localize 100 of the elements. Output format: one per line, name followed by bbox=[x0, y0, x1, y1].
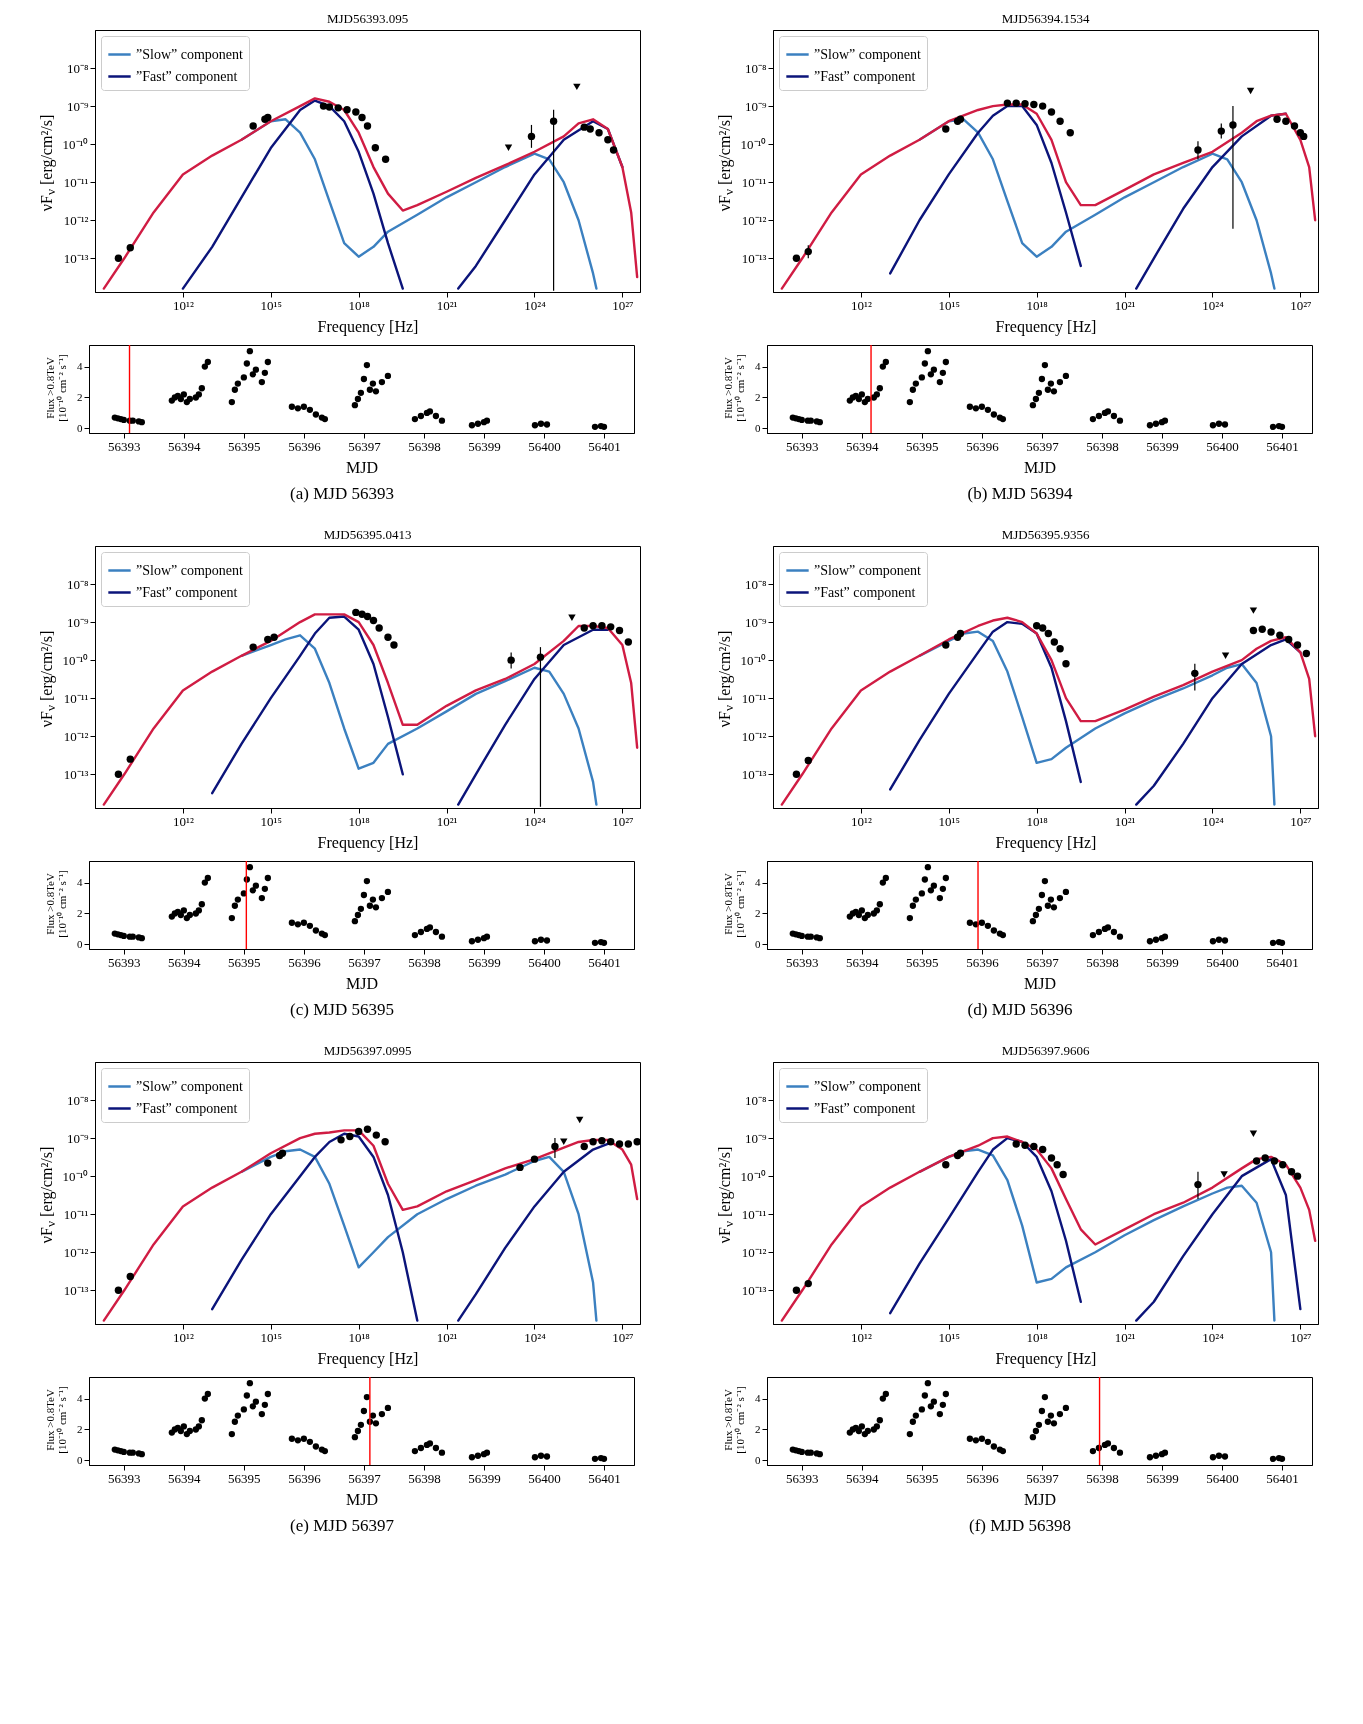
text: (d) MJD 56396 bbox=[966, 1000, 1074, 1020]
text: (f) MJD 56398 bbox=[968, 1516, 1072, 1536]
x-tick-label: 56396 bbox=[288, 1470, 322, 1486]
y-tick-label: 10⁻¹³ bbox=[741, 1282, 767, 1298]
y-tick-label: 10⁻¹³ bbox=[63, 766, 89, 782]
x-axis-title: Frequency [Hz] bbox=[995, 317, 1097, 336]
x-axis-title: Frequency [Hz] bbox=[995, 833, 1097, 852]
y-tick-label: 4 bbox=[755, 360, 761, 373]
x-tick-label: 56393 bbox=[108, 438, 141, 454]
legend-label: ”Fast” component bbox=[136, 68, 238, 84]
y-tick-label: 10⁻¹¹ bbox=[741, 690, 767, 706]
x-tick-label: 56398 bbox=[408, 438, 441, 454]
x-tick-label: 56399 bbox=[1146, 954, 1179, 970]
x-tick-label: 10¹⁵ bbox=[260, 1329, 282, 1345]
x-tick-label: 56399 bbox=[468, 954, 501, 970]
x-tick-label: 56399 bbox=[468, 1470, 501, 1486]
text: (c) MJD 56395 bbox=[289, 1000, 395, 1020]
y-tick-label: 2 bbox=[77, 390, 83, 403]
x-tick-label: 56395 bbox=[228, 954, 261, 970]
chart-title: MJD56394.1534 bbox=[1001, 11, 1090, 26]
x-tick-label: 10¹⁸ bbox=[348, 813, 371, 829]
x-tick-label: 10¹⁸ bbox=[1026, 813, 1049, 829]
y-tick-label: 4 bbox=[77, 360, 83, 373]
y-tick-label: 10⁻¹² bbox=[63, 212, 89, 228]
legend-label: ”Slow” component bbox=[136, 46, 244, 62]
y-tick-label: 10⁻¹³ bbox=[741, 250, 767, 266]
x-tick-label: 10²⁷ bbox=[1290, 1329, 1312, 1345]
x-tick-label: 10¹⁵ bbox=[260, 297, 283, 313]
legend-label: ”Fast” component bbox=[136, 584, 238, 600]
y-tick-label: 4 bbox=[77, 876, 83, 889]
x-tick-label: 10²⁴ bbox=[1202, 297, 1225, 313]
y-tick-label: 10⁻¹⁰ bbox=[62, 136, 89, 152]
x-axis-title: MJD bbox=[1023, 1490, 1057, 1508]
x-tick-label: 56395 bbox=[906, 438, 939, 454]
x-tick-label: 10²⁷ bbox=[612, 297, 634, 313]
x-tick-label: 56398 bbox=[1086, 1470, 1119, 1486]
y-tick-label: 0 bbox=[755, 421, 761, 434]
y-tick-label: 10⁻¹¹ bbox=[63, 690, 89, 706]
x-axis-title: Frequency [Hz] bbox=[317, 317, 419, 336]
x-tick-label: 10¹² bbox=[173, 813, 194, 829]
y-tick-label: 0 bbox=[755, 937, 761, 950]
x-tick-label: 10¹⁸ bbox=[1026, 297, 1049, 313]
y-tick-label: 10⁻¹² bbox=[741, 212, 767, 228]
y-tick-label: 10⁻⁹ bbox=[744, 98, 767, 114]
y-tick-label: 2 bbox=[77, 906, 83, 919]
x-tick-label: 10¹⁵ bbox=[938, 1329, 961, 1345]
chart-title: MJD56395.0413 bbox=[323, 527, 412, 542]
x-tick-label: 56396 bbox=[966, 438, 1000, 454]
y-tick-label: 10⁻¹² bbox=[63, 728, 89, 744]
x-tick-label: 56400 bbox=[1206, 954, 1239, 970]
y-tick-label: 10⁻¹¹ bbox=[63, 174, 89, 190]
x-tick-label: 56401 bbox=[1266, 1470, 1299, 1486]
legend-label: ”Fast” component bbox=[135, 1100, 238, 1116]
x-tick-label: 56395 bbox=[228, 438, 261, 454]
y-tick-label: 0 bbox=[77, 421, 83, 434]
y-tick-label: 10⁻¹⁰ bbox=[62, 652, 89, 668]
x-tick-label: 56400 bbox=[528, 1470, 561, 1486]
y-axis-title: Flux >0.8TeV [10⁻¹⁰ cm⁻² s⁻¹] bbox=[44, 870, 69, 938]
y-axis-title: Flux >0.8TeV [10⁻¹⁰ cm⁻² s⁻¹] bbox=[722, 354, 747, 422]
x-tick-label: 56394 bbox=[168, 1470, 202, 1486]
x-tick-label: 56401 bbox=[588, 1470, 621, 1486]
chart-title: MJD56397.0995 bbox=[323, 1043, 411, 1058]
x-tick-label: 10¹⁵ bbox=[938, 813, 961, 829]
x-axis-title: MJD bbox=[1023, 974, 1057, 992]
x-tick-label: 56393 bbox=[108, 1470, 141, 1486]
y-tick-label: 10⁻⁸ bbox=[744, 576, 767, 592]
x-tick-label: 56395 bbox=[906, 1470, 939, 1486]
x-tick-label: 56394 bbox=[168, 954, 202, 970]
x-tick-label: 56398 bbox=[1086, 438, 1119, 454]
chart-title: MJD56397.9606 bbox=[1001, 1043, 1090, 1058]
x-tick-label: 56401 bbox=[1266, 438, 1299, 454]
x-tick-label: 56400 bbox=[528, 438, 561, 454]
y-tick-label: 10⁻¹² bbox=[63, 1244, 89, 1260]
text: (b) MJD 56394 bbox=[966, 484, 1074, 504]
y-tick-label: 10⁻⁹ bbox=[744, 614, 767, 630]
x-tick-label: 56401 bbox=[588, 438, 621, 454]
x-tick-label: 10¹⁸ bbox=[348, 297, 371, 313]
chart-title: MJD56395.9356 bbox=[1001, 527, 1090, 542]
x-tick-label: 56397 bbox=[348, 954, 382, 970]
x-tick-label: 10¹² bbox=[172, 1329, 194, 1345]
x-tick-label: 10²⁷ bbox=[1290, 297, 1312, 313]
x-axis-title: MJD bbox=[345, 974, 379, 992]
y-tick-label: 4 bbox=[755, 876, 761, 889]
x-tick-label: 56401 bbox=[588, 954, 621, 970]
x-tick-label: 56401 bbox=[1266, 954, 1299, 970]
y-axis-title: Flux >0.8TeV [10⁻¹⁰ cm⁻² s⁻¹] bbox=[44, 354, 69, 422]
x-tick-label: 10²⁷ bbox=[612, 813, 634, 829]
y-tick-label: 10⁻¹¹ bbox=[741, 1206, 767, 1222]
y-tick-label: 10⁻⁹ bbox=[66, 1130, 89, 1146]
x-tick-label: 56400 bbox=[528, 954, 561, 970]
x-tick-label: 56399 bbox=[468, 438, 501, 454]
x-tick-label: 56400 bbox=[1206, 438, 1239, 454]
x-tick-label: 56399 bbox=[1146, 438, 1179, 454]
x-tick-label: 10²¹ bbox=[1114, 1329, 1136, 1345]
x-tick-label: 10¹² bbox=[851, 297, 872, 313]
x-tick-label: 56393 bbox=[108, 954, 141, 970]
x-tick-label: 10²¹ bbox=[1114, 297, 1136, 313]
chart-title: MJD56393.095 bbox=[326, 11, 409, 26]
y-tick-label: 4 bbox=[77, 1392, 83, 1405]
x-tick-label: 56397 bbox=[1026, 438, 1060, 454]
